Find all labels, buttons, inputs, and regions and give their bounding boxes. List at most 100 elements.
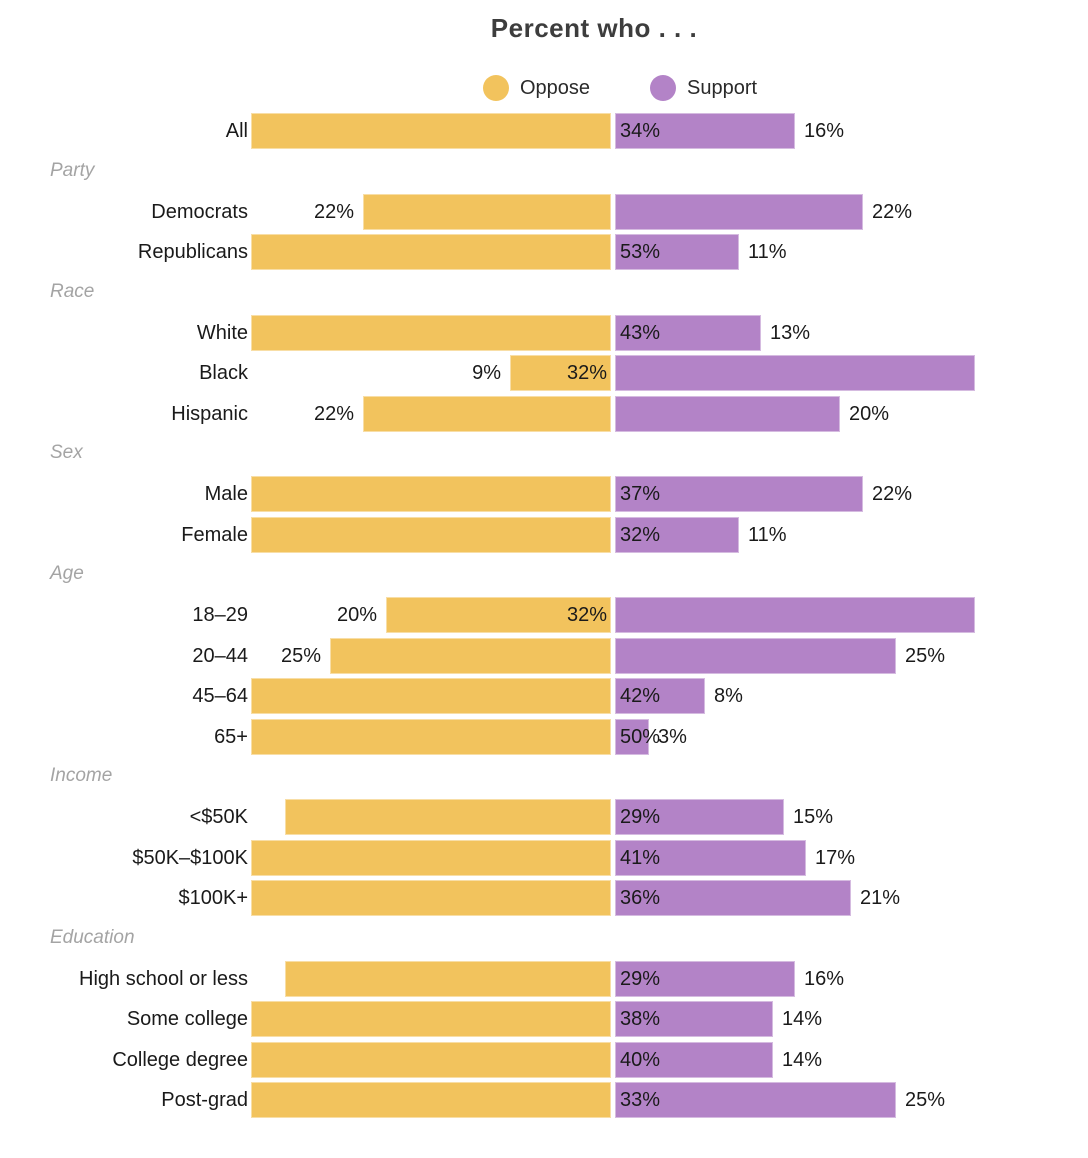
section-label: Party	[50, 159, 95, 181]
oppose-value-label: 29%	[620, 968, 661, 990]
support-value-label: 32%	[566, 604, 607, 626]
oppose-bar	[363, 396, 611, 432]
row-label: Black	[199, 362, 248, 384]
oppose-value-label: 36%	[620, 887, 661, 909]
support-value-label: 20%	[849, 403, 890, 425]
row-label: Democrats	[151, 201, 248, 223]
row-label: $100K+	[178, 887, 248, 909]
support-swatch-icon	[650, 75, 676, 101]
oppose-value-label: 22%	[313, 201, 354, 223]
row-label: 20–44	[192, 645, 248, 667]
legend-label-support: Support	[687, 77, 758, 99]
row-label: Hispanic	[171, 403, 248, 425]
oppose-bar	[363, 194, 611, 230]
oppose-value-label: 25%	[280, 645, 321, 667]
support-bar	[615, 113, 795, 149]
support-value-label: 13%	[770, 322, 811, 344]
oppose-bar	[251, 517, 611, 553]
support-bar	[615, 638, 896, 674]
oppose-value-label: 42%	[620, 685, 661, 707]
row-label: 18–29	[192, 604, 248, 626]
support-bar	[615, 1042, 773, 1078]
oppose-value-label: 22%	[313, 403, 354, 425]
oppose-value-label: 37%	[620, 483, 661, 505]
support-value-label: 11%	[748, 241, 787, 263]
support-bar	[615, 396, 840, 432]
oppose-bar	[330, 638, 611, 674]
support-value-label: 22%	[872, 201, 913, 223]
support-value-label: 21%	[860, 887, 901, 909]
support-bar	[615, 678, 705, 714]
oppose-bar	[251, 113, 611, 149]
support-bar	[615, 1001, 773, 1037]
support-value-label: 3%	[658, 726, 687, 748]
row-label: <$50K	[189, 806, 248, 828]
support-value-label: 11%	[748, 524, 787, 546]
oppose-swatch-icon	[483, 75, 509, 101]
oppose-bar	[510, 355, 611, 391]
legend-item-oppose: Oppose	[483, 74, 590, 102]
oppose-bar	[251, 1001, 611, 1037]
oppose-value-label: 40%	[620, 1049, 661, 1071]
chart-title: Percent who . . .	[490, 13, 698, 43]
support-bar	[615, 961, 795, 997]
oppose-bar	[251, 880, 611, 916]
oppose-value-label: 38%	[620, 1008, 661, 1030]
support-value-label: 22%	[872, 483, 913, 505]
support-value-label: 16%	[804, 968, 845, 990]
support-value-label: 32%	[566, 362, 607, 384]
support-value-label: 8%	[714, 685, 743, 707]
legend-label-oppose: Oppose	[520, 77, 591, 99]
section-label: Age	[50, 563, 84, 584]
support-bar	[615, 194, 863, 230]
section-label: Sex	[50, 442, 83, 463]
oppose-bar	[251, 719, 611, 755]
section-label: Income	[50, 765, 113, 786]
oppose-bar	[285, 799, 611, 835]
oppose-value-label: 29%	[620, 806, 661, 828]
support-bar	[615, 517, 739, 553]
support-bar	[615, 597, 975, 633]
support-value-label: 14%	[782, 1049, 823, 1071]
oppose-bar	[285, 961, 611, 997]
support-bar	[615, 840, 806, 876]
oppose-value-label: 43%	[620, 322, 661, 344]
legend-item-support: Support	[650, 74, 757, 102]
oppose-value-label: 41%	[620, 847, 661, 869]
support-bar	[615, 234, 739, 270]
support-value-label: 25%	[905, 645, 946, 667]
support-bar	[615, 1082, 896, 1118]
oppose-bar	[251, 840, 611, 876]
oppose-value-label: 34%	[620, 120, 661, 142]
legend: Oppose Support	[0, 74, 1088, 104]
oppose-bar	[386, 597, 611, 633]
row-label: College degree	[112, 1049, 248, 1071]
oppose-bar	[251, 234, 611, 270]
section-label: Race	[50, 280, 95, 302]
row-label: Male	[204, 483, 248, 505]
oppose-bar	[251, 315, 611, 351]
oppose-value-label: 50%	[620, 726, 661, 748]
row-label: $50K–$100K	[132, 847, 248, 869]
row-label: Post-grad	[161, 1089, 248, 1111]
row-label: All	[225, 120, 248, 142]
support-bar	[615, 719, 649, 755]
support-value-label: 14%	[782, 1008, 823, 1030]
row-label: 45–64	[192, 685, 248, 707]
oppose-value-label: 53%	[620, 241, 661, 263]
support-bar	[615, 476, 863, 512]
row-label: White	[196, 322, 248, 344]
oppose-bar	[251, 678, 611, 714]
oppose-value-label: 20%	[336, 604, 377, 626]
support-value-label: 17%	[815, 847, 856, 869]
support-bar	[615, 799, 784, 835]
section-label: Education	[50, 926, 135, 948]
support-value-label: 15%	[793, 806, 834, 828]
oppose-bar	[251, 1082, 611, 1118]
row-label: Some college	[126, 1008, 248, 1030]
support-bar	[615, 880, 851, 916]
row-label: 65+	[214, 726, 248, 748]
oppose-value-label: 32%	[620, 524, 661, 546]
